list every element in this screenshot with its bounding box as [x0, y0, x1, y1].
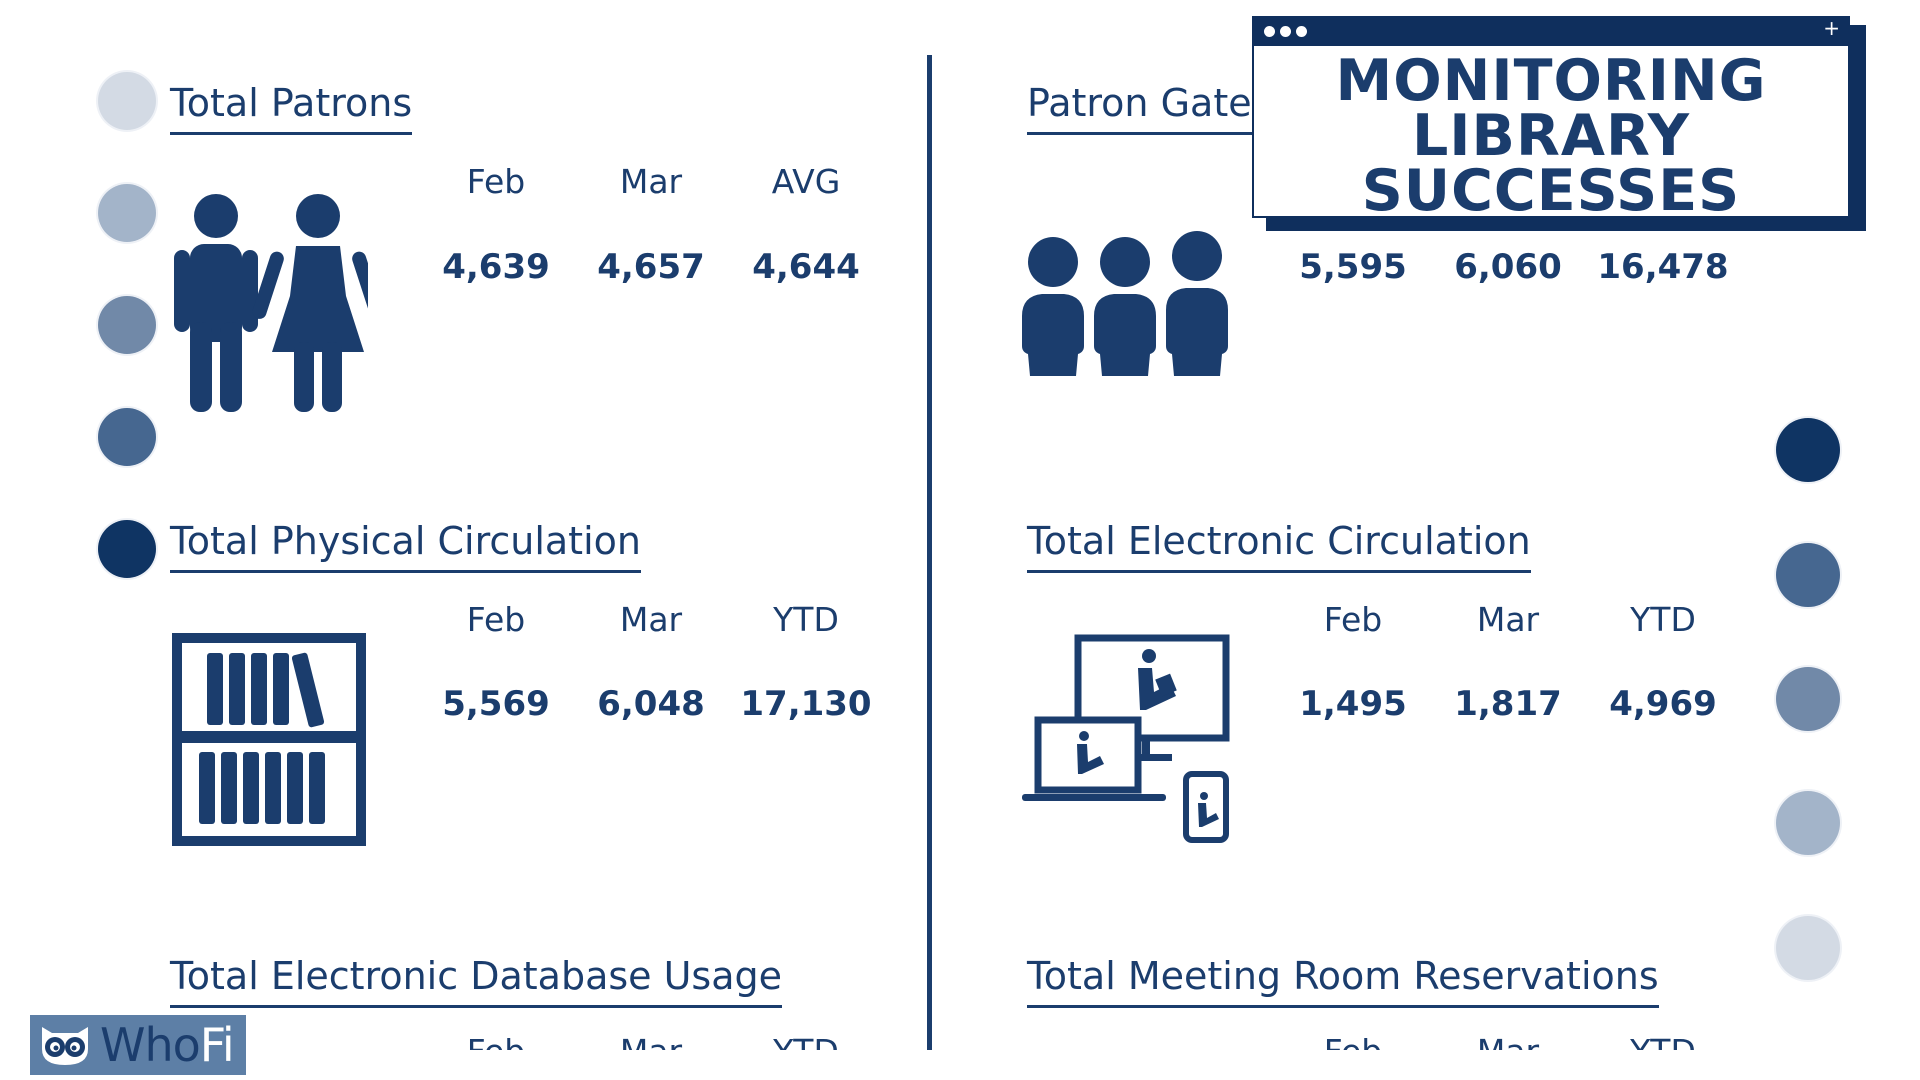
- electronic-value-2: 1,817: [1454, 684, 1562, 724]
- decor-dot-right-5: [1776, 916, 1840, 980]
- decor-dot-right-1: [1776, 418, 1840, 482]
- physical-header-2: Mar: [619, 600, 683, 639]
- banner-window-bar: +: [1254, 16, 1848, 46]
- whofi-logo: WhoFi: [30, 1015, 246, 1075]
- patrons-value-2: 4,657: [597, 247, 705, 287]
- center-divider: [927, 55, 932, 1050]
- gate-value-3: 16,478: [1597, 247, 1729, 287]
- physical-header-3: YTD: [773, 600, 839, 639]
- plus-icon: +: [1823, 16, 1840, 40]
- banner-title-line-1: MONITORING: [1335, 48, 1767, 114]
- window-dot-icon: [1264, 26, 1275, 37]
- physical-value-3: 17,130: [740, 684, 872, 724]
- whofi-wordmark: WhoFi: [100, 1018, 235, 1072]
- decor-dot-4: [98, 408, 156, 466]
- banner-title: MONITORING LIBRARY SUCCESSES: [1254, 48, 1848, 224]
- patrons-value-3: 4,644: [752, 247, 860, 287]
- section-title-meeting-room: Total Meeting Room Reservations: [1027, 954, 1659, 1008]
- decor-dot-5: [98, 520, 156, 578]
- section-title-electronic-circulation: Total Electronic Circulation: [1027, 519, 1531, 573]
- window-dot-icon: [1280, 26, 1291, 37]
- physical-value-1: 5,569: [442, 684, 550, 724]
- section-title-total-patrons: Total Patrons: [170, 81, 413, 135]
- patrons-header-1: Feb: [466, 162, 526, 201]
- physical-value-2: 6,048: [597, 684, 705, 724]
- decor-dot-right-3: [1776, 667, 1840, 731]
- whofi-fi: Fi: [199, 1018, 235, 1072]
- group-icon: [1022, 231, 1228, 376]
- gate-value-2: 6,060: [1454, 247, 1562, 287]
- section-title-database-usage: Total Electronic Database Usage: [170, 954, 783, 1008]
- devices-reading-icon: [1022, 634, 1230, 843]
- decor-dot-3: [98, 296, 156, 354]
- decor-dot-right-4: [1776, 791, 1840, 855]
- physical-header-1: Feb: [466, 600, 526, 639]
- patrons-header-2: Mar: [619, 162, 683, 201]
- whofi-who: Who: [100, 1018, 201, 1072]
- gate-value-1: 5,595: [1299, 247, 1407, 287]
- title-banner: + MONITORING LIBRARY SUCCESSES: [1252, 16, 1850, 224]
- section-title-physical-circulation: Total Physical Circulation: [170, 519, 641, 573]
- electronic-value-3: 4,969: [1609, 684, 1717, 724]
- electronic-header-3: YTD: [1630, 600, 1696, 639]
- banner-title-line-3: SUCCESSES: [1361, 158, 1741, 224]
- decor-dot-2: [98, 184, 156, 242]
- section-title-patron-gate: Patron Gate: [1027, 81, 1252, 135]
- electronic-header-1: Feb: [1323, 600, 1383, 639]
- decor-dot-right-2: [1776, 543, 1840, 607]
- electronic-value-1: 1,495: [1299, 684, 1407, 724]
- electronic-header-2: Mar: [1476, 600, 1540, 639]
- patrons-value-1: 4,639: [442, 247, 550, 287]
- people-icon: [174, 194, 368, 412]
- bookshelf-icon: [172, 633, 366, 846]
- decor-dot-1: [98, 72, 156, 130]
- owl-icon: [42, 1027, 88, 1065]
- window-dot-icon: [1296, 26, 1307, 37]
- patrons-header-3: AVG: [771, 162, 841, 201]
- bottom-crop: [0, 1050, 1920, 1080]
- banner-title-line-2: LIBRARY: [1411, 103, 1691, 169]
